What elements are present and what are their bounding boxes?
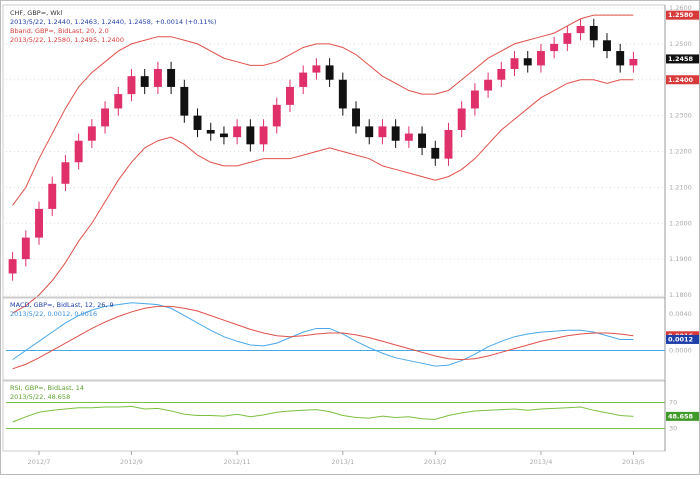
candle-body: [589, 25, 598, 41]
y-tick-label: 1.1900: [669, 255, 692, 263]
candle-body: [153, 68, 162, 87]
price-label: 0.0012: [668, 335, 693, 343]
legend-text: RSI, GBP=, BidLast, 14: [10, 384, 84, 392]
legend-text: 2013/5/22, 1.2440, 1.2463, 1.2440, 1.245…: [10, 18, 216, 26]
price-label: 1.2458: [668, 55, 694, 63]
candle-body: [470, 90, 479, 109]
y-tick-label: 0.0040: [669, 310, 692, 318]
candle-body: [378, 126, 387, 138]
candle-body: [444, 129, 453, 159]
y-tick-label: 1.2000: [669, 219, 692, 227]
candle-body: [352, 108, 360, 127]
y-tick-label: 1.2200: [669, 148, 692, 156]
y-tick-label: 1.2500: [669, 40, 692, 48]
candle-body: [61, 162, 70, 184]
price-label-box: [666, 411, 699, 421]
x-tick-label: 2013/1: [331, 458, 354, 466]
x-tick-label: 2012/11: [224, 458, 251, 466]
candle-body: [431, 147, 440, 159]
candle-body: [114, 94, 123, 109]
candle-body: [563, 33, 572, 44]
series-line: [12, 405, 634, 423]
candle-body: [259, 126, 268, 145]
x-tick-label: 2013/2: [424, 458, 447, 466]
candle-body: [404, 133, 413, 141]
candle-body: [35, 208, 43, 238]
candle-body: [576, 25, 585, 34]
candle-body: [391, 126, 400, 141]
x-tick-label: 2013/4: [530, 458, 553, 466]
candle-body: [48, 183, 57, 209]
y-tick-label: 1.2100: [669, 183, 692, 191]
candle-body: [616, 51, 625, 66]
series-line: [12, 305, 634, 370]
candle-body: [206, 129, 215, 134]
candle-body: [246, 126, 255, 145]
x-tick-label: 2013/5: [622, 458, 645, 466]
candle-body: [219, 133, 228, 138]
legend-text: CHF, GBP=, Wkl: [10, 9, 62, 17]
candle-body: [523, 58, 532, 66]
candle-body: [629, 58, 638, 66]
legend-text: Bband, GBP=, BidLast, 20, 2.0: [10, 27, 109, 35]
candle-body: [550, 43, 559, 52]
price-label: 1.2400: [668, 76, 694, 84]
series-line: [12, 14, 634, 206]
candle-body: [497, 68, 506, 80]
candle-body: [510, 58, 519, 69]
candle-body: [299, 72, 308, 87]
y-tick-label: 30: [669, 425, 677, 433]
candle-body: [127, 76, 136, 95]
legend-text: MACD, GBP=, BidLast, 12, 26, 9: [10, 301, 114, 309]
legend-text: 2013/5/22, 0.0012, 0.0016: [10, 310, 97, 318]
candle-body: [87, 126, 96, 141]
candle-body: [286, 86, 294, 105]
price-label-box: [666, 54, 699, 64]
candle-body: [74, 140, 83, 163]
candle-body: [418, 133, 427, 148]
candle-body: [603, 40, 611, 52]
y-tick-label: 1.1800: [669, 291, 692, 299]
candle-body: [484, 79, 493, 91]
candle-body: [101, 108, 110, 127]
candle-body: [21, 237, 30, 260]
candle-body: [338, 79, 347, 109]
candle-body: [140, 76, 149, 87]
candle-body: [193, 115, 202, 130]
candle-body: [365, 126, 374, 138]
y-tick-label: 1.2300: [669, 112, 692, 120]
series-line: [12, 79, 634, 314]
candle-body: [180, 86, 189, 116]
y-tick-label: 1.2600: [669, 4, 692, 12]
candle-body: [272, 104, 281, 127]
legend-text: 2013/5/22, 48.658: [10, 393, 70, 401]
price-label: 1.2580: [668, 11, 694, 19]
series-line: [12, 302, 634, 367]
price-label-box: [666, 334, 699, 344]
price-label: 48.658: [668, 412, 694, 420]
legend-text: 2013/5/22, 1.2580, 1.2495, 1.2400: [10, 36, 124, 44]
candle-body: [233, 126, 242, 138]
candle-body: [167, 68, 176, 87]
y-tick-label: 70: [669, 399, 677, 407]
candle-body: [536, 51, 545, 66]
y-tick-label: 0.0000: [669, 346, 692, 354]
price-label-box: [666, 10, 699, 20]
candle-body: [457, 108, 466, 130]
candle-body: [325, 65, 334, 80]
x-tick-label: 2012/9: [120, 458, 143, 466]
price-label-box: [666, 75, 699, 85]
candle-body: [8, 259, 17, 274]
x-tick-label: 2012/7: [28, 458, 51, 466]
candle-body: [312, 65, 321, 73]
